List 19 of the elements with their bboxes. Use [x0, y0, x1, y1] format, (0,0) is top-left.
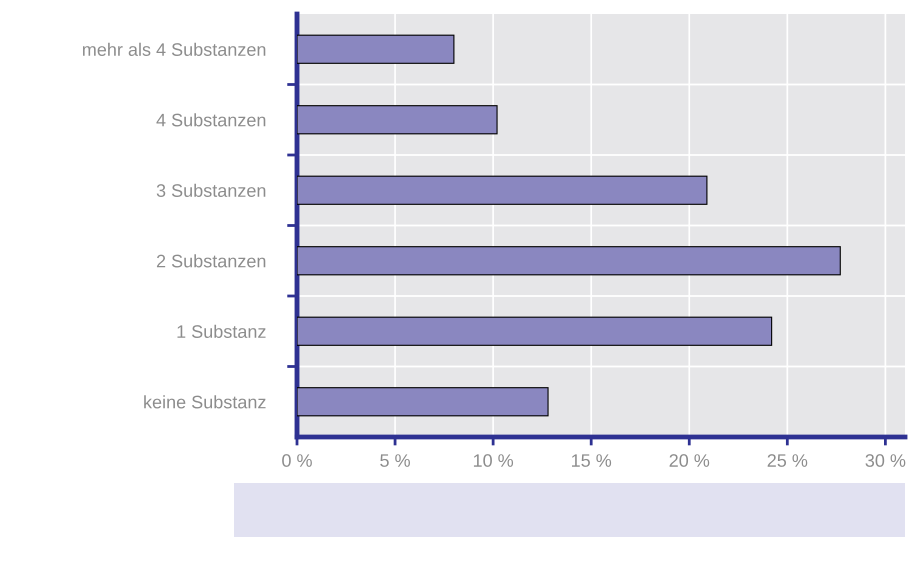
y-tick-label: 3 Substanzen	[156, 184, 266, 197]
bar	[297, 34, 454, 64]
x-tick-label: 15 %	[572, 454, 612, 467]
bar	[297, 105, 498, 134]
y-tick-label: 2 Substanzen	[156, 254, 266, 268]
x-tick-label: 20 %	[670, 454, 710, 467]
y-tick-label: 1 Substanz	[177, 324, 266, 338]
x-tick-label: 10 %	[474, 454, 514, 467]
y-tick-label: keine Substanz	[144, 395, 266, 408]
y-tick-label: mehr als 4 Substanzen	[82, 42, 266, 56]
y-tick-label: 4 Substanzen	[156, 113, 266, 126]
x-tick-label: 25 %	[768, 454, 808, 467]
x-tick-label: 30 %	[866, 454, 906, 467]
bar	[297, 176, 708, 205]
x-tick-label: 0 %	[282, 454, 312, 467]
bar	[297, 246, 841, 276]
bar	[297, 387, 549, 416]
x-tick-label: 5 %	[380, 454, 410, 467]
bar	[297, 316, 772, 346]
